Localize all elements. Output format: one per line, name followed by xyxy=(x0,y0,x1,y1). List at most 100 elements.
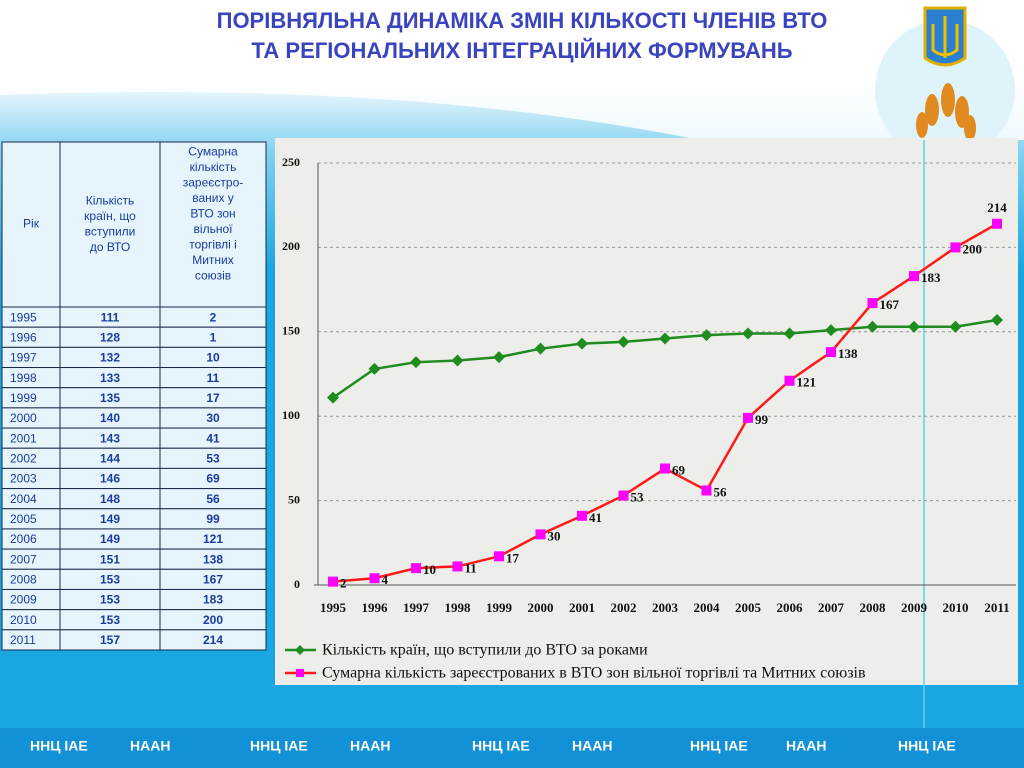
data-label: 56 xyxy=(714,484,728,499)
header-text: країн, що xyxy=(84,209,136,223)
table-text: 200 xyxy=(203,613,223,627)
table-text: 183 xyxy=(203,593,223,607)
x-tick-label: 2009 xyxy=(901,600,928,615)
header-text: союзів xyxy=(195,269,231,283)
marker xyxy=(660,463,670,474)
table-text: 157 xyxy=(100,633,120,647)
legend-marker xyxy=(296,669,304,677)
marker xyxy=(494,551,504,562)
marker xyxy=(410,356,422,369)
marker xyxy=(949,320,962,333)
marker xyxy=(826,347,836,358)
data-label: 121 xyxy=(797,375,817,390)
table-text: 148 xyxy=(100,492,120,506)
table-text: 1998 xyxy=(10,371,37,385)
y-tick-label: 50 xyxy=(288,492,300,506)
table-text: 41 xyxy=(206,431,220,445)
header-text: торгівлі і xyxy=(189,238,237,252)
table-text: 69 xyxy=(206,472,220,486)
table-text: 151 xyxy=(100,552,120,566)
header-text: зареєстро- xyxy=(183,176,244,190)
marker xyxy=(866,320,879,333)
table-text: 135 xyxy=(100,391,120,405)
header-text: Кількість xyxy=(86,193,135,207)
title-line: ТА РЕГІОНАЛЬНИХ ІНТЕГРАЦІЙНИХ ФОРМУВАНЬ xyxy=(251,38,792,63)
x-tick-label: 2008 xyxy=(860,600,887,615)
marker xyxy=(411,563,421,574)
table-text: 121 xyxy=(203,532,223,546)
table-text: 2004 xyxy=(10,492,37,506)
x-tick-label: 2001 xyxy=(569,600,595,615)
marker xyxy=(743,412,753,423)
header-cell xyxy=(59,141,161,308)
marker xyxy=(701,485,712,496)
legend-label: Сумарна кількість зареєстрованих в ВТО з… xyxy=(322,665,866,682)
y-tick-label: 0 xyxy=(294,577,300,591)
footer-text: НААН xyxy=(572,738,612,754)
x-tick-label: 2010 xyxy=(943,600,969,615)
marker xyxy=(617,335,630,348)
table-text: 1995 xyxy=(10,310,37,324)
footer-text: ННЦ ІАЕ xyxy=(690,738,748,754)
data-label: 11 xyxy=(465,560,477,575)
emblem xyxy=(875,6,1015,160)
table-text: 146 xyxy=(100,472,120,486)
x-tick-label: 1998 xyxy=(445,600,472,615)
table-cell xyxy=(159,629,267,651)
table-text: 17 xyxy=(206,391,220,405)
marker xyxy=(742,327,754,340)
table-text: 153 xyxy=(100,573,120,587)
data-label: 167 xyxy=(880,297,900,312)
header-text: Рік xyxy=(23,217,40,231)
table-text: 30 xyxy=(206,411,220,425)
header-text: вільної xyxy=(194,222,234,236)
table-text: 2008 xyxy=(10,573,37,587)
y-tick-label: 150 xyxy=(282,324,300,338)
x-tick-label: 2003 xyxy=(652,600,679,615)
table-text: 53 xyxy=(206,451,220,465)
marker xyxy=(368,362,381,375)
marker xyxy=(659,332,671,345)
data-label: 2 xyxy=(340,576,347,591)
header-text: до ВТО xyxy=(90,240,130,254)
table-text: 149 xyxy=(100,512,120,526)
x-tick-label: 1999 xyxy=(486,600,513,615)
legend-label: Кількість країн, що вступили до ВТО за р… xyxy=(322,642,648,659)
x-tick-label: 2002 xyxy=(611,600,637,615)
table-text: 99 xyxy=(206,512,220,526)
y-tick-label: 200 xyxy=(282,239,300,253)
header-text: ваних у xyxy=(192,191,234,205)
data-label: 99 xyxy=(755,412,769,427)
table-text: 143 xyxy=(100,431,120,445)
table-text: 2007 xyxy=(10,552,37,566)
data-label: 10 xyxy=(423,562,436,577)
table-text: 2003 xyxy=(10,472,37,486)
y-tick-label: 250 xyxy=(282,155,300,169)
table-text: 1996 xyxy=(10,330,37,344)
data-label: 53 xyxy=(631,490,645,505)
emblem-trident xyxy=(931,16,959,58)
marker xyxy=(452,561,463,572)
chart-panel xyxy=(275,138,1018,685)
table-text: 2011 xyxy=(10,633,36,647)
marker xyxy=(783,327,796,340)
table-text: 111 xyxy=(101,310,120,324)
footer-text: НААН xyxy=(130,738,170,754)
table-text: 2009 xyxy=(10,593,37,607)
table-text: 133 xyxy=(100,371,120,385)
table-text: 2001 xyxy=(10,431,37,445)
marker xyxy=(784,375,795,386)
marker xyxy=(328,576,338,587)
footer-text: ННЦ ІАЕ xyxy=(30,738,88,754)
header-text: кількість xyxy=(190,160,237,174)
marker xyxy=(493,351,505,364)
header-text: Сумарна xyxy=(188,145,238,159)
table-text: 1 xyxy=(210,330,217,344)
marker xyxy=(577,510,587,521)
x-tick-label: 2007 xyxy=(818,600,845,615)
marker xyxy=(534,342,547,355)
footer-text: ННЦ ІАЕ xyxy=(250,738,308,754)
table-text: 2 xyxy=(210,310,217,324)
